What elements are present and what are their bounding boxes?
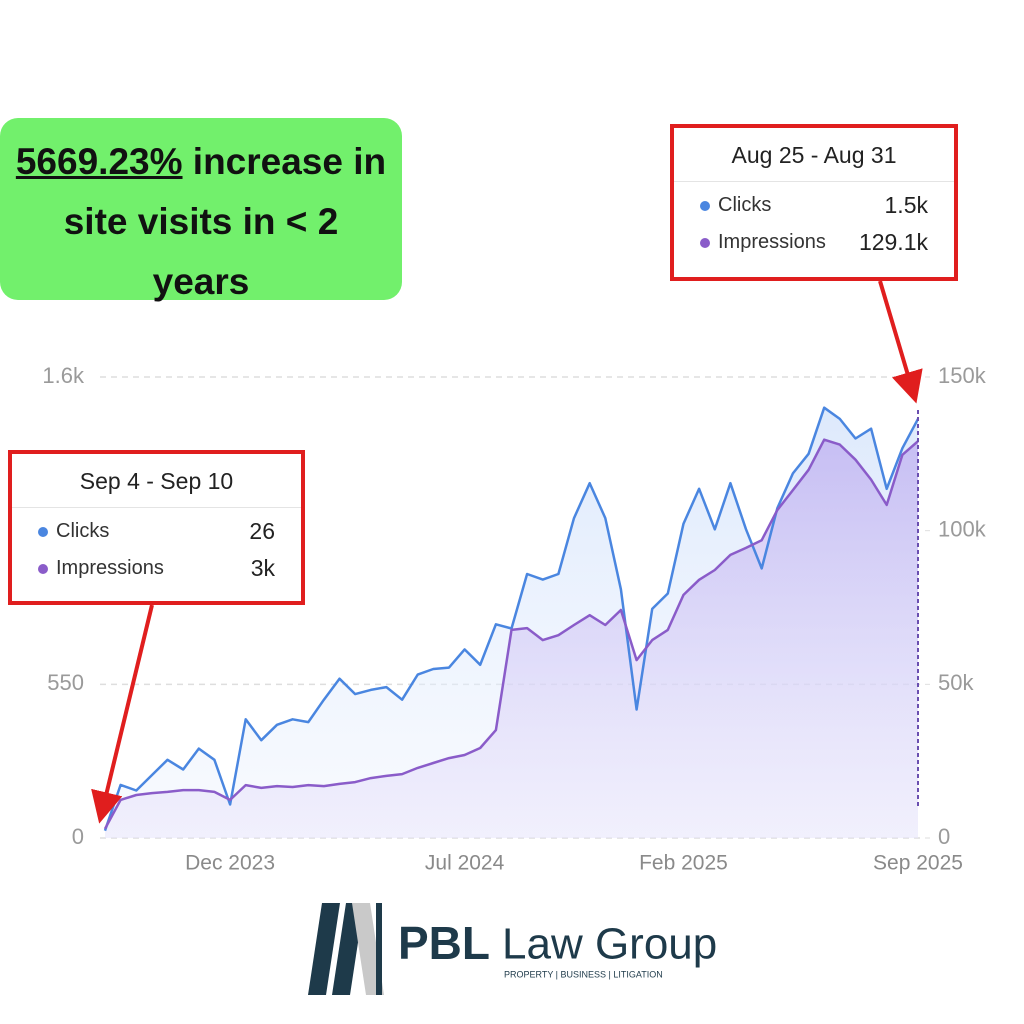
tooltip: Sep 4 - Sep 10 Clicks 26 Impressions 3k — [8, 450, 305, 605]
x-tick-label: Sep 2025 — [873, 852, 963, 875]
y-tick-label: 550 — [47, 670, 84, 695]
tooltip-value: 129.1k — [858, 229, 928, 255]
tooltip-value: 26 — [249, 518, 275, 544]
x-tick-label: Dec 2023 — [185, 852, 275, 875]
logo: PBL Law Group PROPERTY | BUSINESS | LITI… — [308, 903, 717, 995]
y-tick-label: 0 — [72, 824, 84, 849]
tooltip-label: Impressions — [718, 231, 826, 253]
tooltip-value: 3k — [250, 555, 275, 581]
tooltip-label: Clicks — [56, 520, 110, 542]
line — [103, 406, 920, 832]
logo-suffix: Law Group — [502, 920, 717, 969]
headline: 5669.23% increase in site visits in < 2 … — [0, 118, 402, 302]
line — [103, 438, 919, 830]
tooltip-title: Sep 4 - Sep 10 — [12, 454, 301, 508]
y2-tick-label: 0 — [938, 824, 950, 849]
y2-tick-label: 50k — [938, 670, 974, 695]
area — [105, 439, 918, 838]
logo-name: PBL — [398, 917, 490, 969]
y2-tick-label: 150k — [938, 363, 987, 388]
x-tick-label: Jul 2024 — [425, 852, 505, 875]
tooltip-value: 1.5k — [884, 192, 928, 218]
x-tick-label: Feb 2025 — [639, 852, 728, 875]
headline-text: increase in site visits in < 2 years — [63, 141, 387, 302]
headline-highlight: 5669.23% — [15, 141, 183, 182]
y2-tick-label: 100k — [938, 516, 987, 541]
tooltip: Aug 25 - Aug 31 Clicks 1.5k Impressions 12… — [670, 124, 958, 281]
logo-tagline: PROPERTY | BUSINESS | LITIGATION — [504, 969, 663, 979]
tooltip-label: Clicks — [718, 194, 772, 216]
y-tick-label: 1.6k — [42, 363, 85, 388]
tooltip-label: Impressions — [56, 557, 164, 579]
tooltip-title: Aug 25 - Aug 31 — [674, 128, 954, 182]
